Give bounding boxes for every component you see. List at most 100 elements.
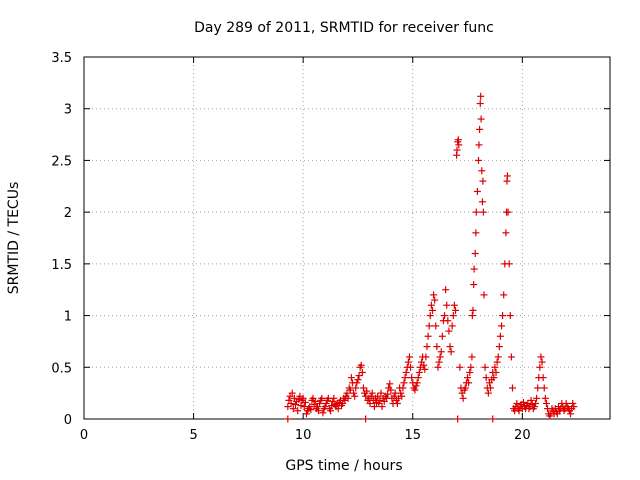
data-point bbox=[465, 379, 473, 387]
data-point bbox=[443, 301, 451, 309]
data-point bbox=[299, 394, 307, 402]
data-point bbox=[459, 394, 467, 402]
y-tick-label: 1.5 bbox=[51, 258, 72, 273]
data-point bbox=[504, 208, 512, 216]
data-point bbox=[362, 415, 370, 423]
data-point bbox=[413, 379, 421, 387]
data-point bbox=[473, 187, 481, 195]
data-point bbox=[441, 312, 449, 320]
data-point bbox=[343, 389, 351, 397]
data-point bbox=[316, 399, 324, 407]
data-point bbox=[287, 399, 295, 407]
data-point bbox=[363, 387, 371, 395]
data-point bbox=[447, 348, 455, 356]
data-point bbox=[442, 286, 450, 294]
x-tick-label: 5 bbox=[189, 428, 197, 443]
tick-layer: 0 5 10 15 20 0 0.5 1 1.5 2 2.5 3 3.5 bbox=[51, 51, 610, 443]
data-point bbox=[351, 392, 359, 400]
data-point bbox=[399, 384, 407, 392]
data-point bbox=[318, 394, 326, 402]
data-point bbox=[306, 403, 314, 411]
data-point bbox=[384, 390, 392, 398]
data-point bbox=[468, 312, 476, 320]
data-point bbox=[469, 306, 477, 314]
data-point bbox=[301, 398, 309, 406]
data-point bbox=[540, 384, 548, 392]
data-point bbox=[426, 312, 434, 320]
data-point bbox=[472, 208, 480, 216]
data-point bbox=[484, 389, 492, 397]
data-point bbox=[387, 386, 395, 394]
data-point bbox=[503, 172, 511, 180]
data-point bbox=[475, 156, 482, 164]
data-point bbox=[482, 374, 490, 382]
data-point bbox=[455, 141, 463, 149]
y-tick-label: 2 bbox=[64, 206, 72, 221]
data-point bbox=[445, 327, 453, 335]
data-point bbox=[423, 343, 431, 351]
data-point bbox=[366, 399, 374, 407]
data-point bbox=[569, 399, 577, 407]
x-tick-label: 10 bbox=[295, 428, 312, 443]
data-point bbox=[567, 410, 575, 418]
data-point bbox=[352, 384, 360, 392]
data-point bbox=[468, 353, 476, 361]
data-point bbox=[448, 322, 456, 330]
data-point bbox=[530, 403, 538, 411]
data-point bbox=[498, 322, 506, 330]
data-point bbox=[542, 399, 550, 407]
data-point bbox=[425, 322, 433, 330]
data-point bbox=[507, 353, 515, 361]
x-axis-label: GPS time / hours bbox=[285, 458, 402, 474]
y-axis-label: SRMTID / TECUs bbox=[6, 182, 22, 295]
data-point bbox=[472, 229, 480, 237]
data-point bbox=[404, 358, 412, 366]
data-point bbox=[421, 365, 429, 373]
data-point bbox=[375, 399, 383, 407]
data-point bbox=[479, 177, 487, 185]
data-point bbox=[408, 374, 416, 382]
data-point bbox=[415, 368, 423, 376]
data-point bbox=[322, 399, 330, 407]
data-point bbox=[490, 374, 498, 382]
data-point bbox=[377, 389, 385, 397]
data-point bbox=[430, 291, 438, 299]
data-point bbox=[471, 250, 479, 258]
data-point bbox=[397, 389, 405, 397]
data-point bbox=[456, 363, 464, 371]
data-point bbox=[437, 348, 445, 356]
data-point bbox=[508, 384, 516, 392]
data-point bbox=[432, 322, 440, 330]
y-tick-label: 1 bbox=[64, 310, 72, 325]
data-point bbox=[534, 384, 542, 392]
data-point bbox=[346, 386, 354, 394]
data-point bbox=[433, 343, 441, 351]
data-point bbox=[405, 353, 413, 361]
data-point bbox=[500, 291, 508, 299]
data-point bbox=[330, 394, 338, 402]
data-point bbox=[506, 312, 514, 320]
data-point bbox=[311, 397, 319, 405]
data-point bbox=[367, 392, 375, 400]
data-point bbox=[288, 389, 296, 397]
data-point bbox=[327, 407, 335, 415]
data-point bbox=[420, 361, 428, 369]
data-point bbox=[539, 374, 547, 382]
data-point bbox=[374, 392, 382, 400]
data-point bbox=[470, 265, 478, 273]
data-point bbox=[431, 296, 439, 304]
data-point bbox=[536, 363, 544, 371]
data-point bbox=[284, 415, 292, 423]
data-point bbox=[315, 407, 323, 415]
data-point bbox=[414, 374, 422, 382]
data-point bbox=[527, 396, 535, 404]
x-tick-label: 0 bbox=[80, 428, 88, 443]
data-point bbox=[393, 399, 401, 407]
data-point bbox=[562, 399, 570, 407]
data-point bbox=[428, 306, 436, 314]
data-point bbox=[494, 353, 502, 361]
data-point bbox=[434, 363, 442, 371]
data-point bbox=[289, 405, 297, 413]
data-point bbox=[479, 208, 487, 216]
data-point bbox=[368, 389, 376, 397]
